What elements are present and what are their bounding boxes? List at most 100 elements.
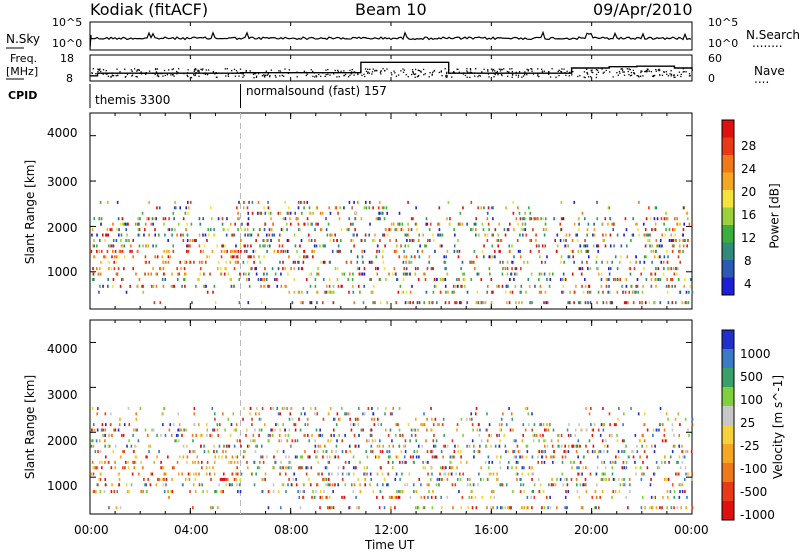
nave-dot [587, 73, 589, 75]
velocity-echo [218, 423, 221, 427]
velocity-echo [401, 433, 404, 437]
power-echo [559, 238, 562, 242]
nsky-frame [89, 21, 693, 51]
power-echo [483, 206, 485, 210]
velocity-echo [444, 466, 447, 470]
velocity-echo [542, 450, 545, 454]
power-echo [682, 206, 685, 210]
velocity-echo [178, 439, 180, 443]
velocity-echo [326, 495, 329, 499]
power-echo [415, 222, 418, 226]
power-echo [597, 244, 600, 248]
velocity-echo [96, 412, 98, 416]
power-echo [321, 211, 324, 215]
velocity-echo [302, 495, 305, 499]
velocity-echo [523, 490, 525, 494]
power-echo [172, 284, 174, 288]
velocity-echo [416, 506, 419, 510]
power-echo [452, 284, 455, 288]
nave-dot [249, 70, 251, 72]
power-echo [104, 238, 106, 242]
nave-dot [382, 68, 384, 70]
power-echo [611, 260, 614, 264]
power-echo [523, 260, 525, 264]
power-echo [500, 238, 503, 242]
velocity-echo [492, 490, 495, 494]
power-echo [237, 249, 240, 253]
velocity-echo [132, 450, 135, 454]
power-echo [562, 217, 565, 221]
power-echo [99, 222, 102, 226]
velocity-echo [207, 450, 210, 454]
power-echo [155, 284, 158, 288]
nave-dot [503, 68, 505, 70]
power-echo [329, 233, 331, 237]
nave-dot [467, 71, 469, 73]
velocity-echo [540, 423, 542, 427]
power-echo [346, 228, 348, 232]
nave-dot [92, 68, 94, 70]
power-echo [161, 278, 164, 282]
nave-dot [140, 73, 143, 75]
velocity-echo [254, 412, 257, 416]
velocity-echo [267, 506, 270, 510]
nave-dot [198, 70, 200, 72]
power-echo [657, 267, 660, 271]
power-echo [477, 272, 480, 276]
velocity-echo [289, 406, 292, 410]
power-echo [569, 290, 571, 294]
nave-dot [569, 71, 571, 74]
power-echo [263, 228, 266, 232]
velocity-echo [317, 433, 320, 437]
velocity-echo [142, 466, 144, 470]
velocity-echo [279, 428, 281, 432]
power-echo [189, 260, 192, 264]
velocity-echo [218, 483, 220, 487]
xtick-16: 16:00 [474, 523, 509, 537]
power-echo [515, 301, 517, 305]
velocity-echo [194, 450, 196, 454]
velocity-echo [625, 495, 628, 499]
velocity-echo [182, 455, 185, 459]
power-echo [676, 272, 678, 276]
velocity-echo [192, 450, 195, 454]
power-echo [123, 255, 126, 259]
power-echo [271, 267, 274, 271]
velocity-echo [267, 433, 270, 437]
velocity-echo [542, 490, 545, 494]
velocity-echo [211, 428, 214, 432]
velocity-echo [501, 506, 504, 510]
velocity-echo [401, 460, 404, 464]
power-echo [383, 267, 386, 271]
power-echo [645, 255, 647, 259]
power-echo [371, 260, 374, 264]
power-echo [667, 284, 670, 288]
nave-dot [374, 70, 376, 72]
velocity-echo [235, 428, 238, 432]
velocity-echo [591, 433, 594, 437]
velocity-echo [512, 450, 514, 454]
nave-dot [612, 76, 614, 78]
power-echo [655, 238, 658, 242]
velocity-echo [329, 406, 332, 410]
velocity-echo [599, 450, 602, 454]
velocity-echo [436, 423, 439, 427]
velocity-echo [359, 490, 362, 494]
power-echo [445, 255, 448, 259]
power-echo [534, 284, 536, 288]
power-echo [659, 255, 661, 259]
power-echo [202, 217, 205, 221]
velocity-echo [544, 439, 547, 443]
power-echo [177, 272, 179, 276]
nave-dot [452, 72, 454, 74]
power-echo [306, 255, 309, 259]
power-echo [156, 206, 158, 210]
power-echo [449, 222, 451, 226]
velocity-echo [377, 423, 380, 427]
power-echo [350, 260, 352, 264]
velocity-echo [264, 472, 267, 476]
power-echo [167, 238, 169, 242]
velocity-echo [532, 433, 534, 437]
cpid-segment-themis: themis 3300 [95, 93, 171, 107]
velocity-echo [147, 433, 149, 437]
